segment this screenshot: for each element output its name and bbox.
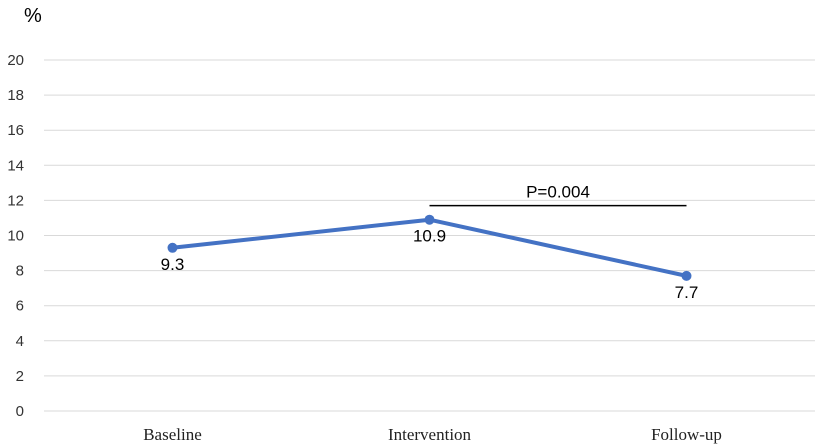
y-tick-label-20: 20 bbox=[7, 52, 24, 69]
y-tick-label-6: 6 bbox=[16, 298, 24, 315]
data-label-2: 7.7 bbox=[675, 283, 699, 302]
data-label-0: 9.3 bbox=[161, 255, 185, 274]
y-tick-label-18: 18 bbox=[7, 87, 24, 104]
x-tick-labels: Baseline Intervention Follow-up bbox=[143, 425, 722, 444]
data-label-1: 10.9 bbox=[413, 227, 446, 246]
x-tick-label-2: Follow-up bbox=[651, 425, 722, 444]
gridlines bbox=[44, 59, 815, 412]
data-point-2 bbox=[681, 270, 692, 281]
y-tick-label-16: 16 bbox=[7, 122, 24, 139]
significance-annotation: P=0.004 bbox=[429, 183, 687, 207]
y-tick-label-2: 2 bbox=[16, 368, 24, 385]
y-axis-label: % bbox=[24, 5, 42, 27]
series-group bbox=[167, 214, 692, 281]
y-tick-label-4: 4 bbox=[16, 333, 24, 350]
y-tick-label-0: 0 bbox=[16, 403, 24, 420]
y-tick-label-14: 14 bbox=[7, 157, 24, 174]
significance-p-value: P=0.004 bbox=[526, 183, 590, 202]
data-point-0 bbox=[167, 242, 178, 253]
y-tick-label-12: 12 bbox=[7, 192, 24, 209]
data-point-1 bbox=[424, 214, 435, 225]
x-tick-label-0: Baseline bbox=[143, 425, 202, 444]
y-tick-label-8: 8 bbox=[16, 263, 24, 280]
data-labels: 9.3 10.9 7.7 bbox=[161, 227, 699, 302]
y-tick-labels: 0 2 4 6 8 10 12 14 16 18 20 bbox=[7, 52, 24, 420]
x-tick-label-1: Intervention bbox=[388, 425, 472, 444]
y-tick-label-10: 10 bbox=[7, 228, 24, 245]
